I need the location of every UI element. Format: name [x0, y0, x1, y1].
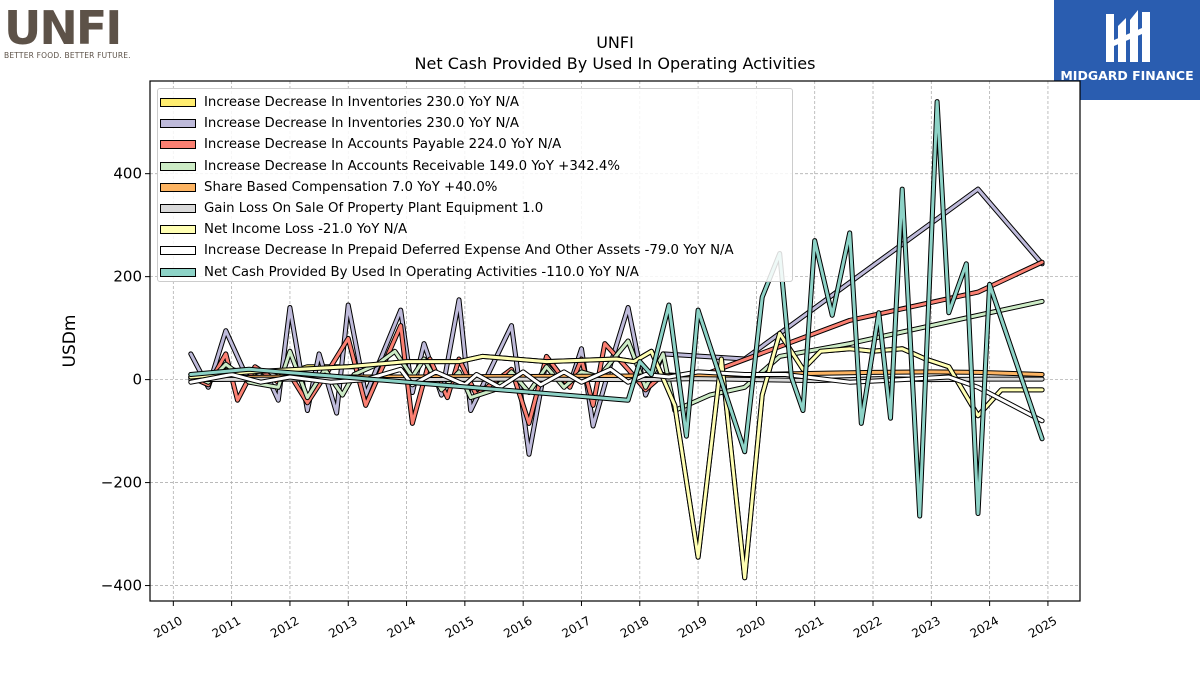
x-tick-label: 2014 — [385, 613, 418, 640]
series-line-2 — [189, 187, 1044, 456]
x-tick-label: 2012 — [268, 613, 301, 640]
legend-item: Increase Decrease In Prepaid Deferred Ex… — [158, 240, 792, 261]
x-tick-label: 2023 — [909, 613, 942, 640]
y-tick-label: 200 — [113, 268, 142, 286]
legend-label: Net Cash Provided By Used In Operating A… — [204, 264, 639, 280]
legend-swatch — [160, 246, 196, 256]
series-line-8 — [189, 367, 1044, 423]
y-tick-label: −200 — [101, 474, 142, 492]
series-line-7 — [189, 331, 1044, 580]
legend-label: Increase Decrease In Accounts Receivable… — [204, 158, 621, 174]
x-tick-label: 2019 — [676, 613, 709, 640]
legend-item: Increase Decrease In Inventories 230.0 Y… — [158, 92, 792, 113]
x-tick-label: 2015 — [443, 613, 476, 640]
plot-frame — [149, 80, 1081, 602]
chart-titles: UNFI Net Cash Provided By Used In Operat… — [0, 32, 1200, 74]
legend-label: Increase Decrease In Inventories 230.0 Y… — [204, 95, 519, 111]
legend-label: Gain Loss On Sale Of Property Plant Equi… — [204, 201, 544, 217]
legend-item: Increase Decrease In Accounts Payable 22… — [158, 134, 792, 155]
axes: 2010 2011 2012 2013 2014 2015 2016 2017 2018 2019… — [60, 80, 1081, 641]
x-tick-label: 2025 — [1026, 613, 1059, 640]
legend-item: Net Income Loss -21.0 YoY N/A — [158, 219, 792, 240]
legend-swatch — [160, 98, 196, 108]
legend-swatch — [160, 267, 196, 277]
x-tick-label: 2016 — [501, 613, 534, 640]
legend-label: Increase Decrease In Accounts Payable 22… — [204, 137, 562, 153]
midgard-emblem-icon — [1106, 10, 1150, 62]
x-tick-label: 2011 — [210, 613, 243, 640]
x-tick-label: 2024 — [968, 613, 1001, 640]
unfi-logo: UNFI BETTER FOOD. BETTER FUTURE. — [4, 1, 131, 60]
legend-item: Net Cash Provided By Used In Operating A… — [158, 262, 792, 283]
x-tick-label: 2021 — [793, 613, 826, 640]
legend-swatch — [160, 204, 196, 214]
x-tick-label: 2017 — [560, 613, 593, 640]
legend-item: Increase Decrease In Accounts Receivable… — [158, 156, 792, 177]
chart-legend: Increase Decrease In Inventories 230.0 Y… — [157, 88, 793, 282]
legend-swatch — [160, 225, 196, 235]
legend-item: Gain Loss On Sale Of Property Plant Equi… — [158, 198, 792, 219]
legend-label: Increase Decrease In Inventories 230.0 Y… — [204, 116, 519, 132]
unfi-tagline: BETTER FOOD. BETTER FUTURE. — [4, 51, 131, 60]
legend-label: Share Based Compensation 7.0 YoY +40.0% — [204, 179, 498, 195]
x-tick-label: 2022 — [851, 613, 884, 640]
series-line-9 — [189, 100, 1044, 518]
chart-subtitle: Net Cash Provided By Used In Operating A… — [414, 54, 816, 73]
unfi-wordmark: UNFI — [4, 1, 122, 55]
y-tick-label: −400 — [101, 577, 142, 595]
legend-swatch — [160, 140, 196, 150]
legend-item: Share Based Compensation 7.0 YoY +40.0% — [158, 177, 792, 198]
legend-swatch — [160, 182, 196, 192]
x-tick-label: 2020 — [734, 613, 767, 640]
y-tick-label: 400 — [113, 165, 142, 183]
x-tick-label: 2018 — [618, 613, 651, 640]
legend-label: Increase Decrease In Prepaid Deferred Ex… — [204, 243, 734, 259]
y-tick-label: 0 — [132, 371, 142, 389]
midgard-brand-text: MIDGARD FINANCE — [1060, 68, 1194, 83]
legend-item: Increase Decrease In Inventories 230.0 Y… — [158, 113, 792, 134]
y-axis-label: USDm — [60, 315, 80, 368]
legend-label: Net Income Loss -21.0 YoY N/A — [204, 222, 408, 238]
x-tick-label: 2013 — [326, 613, 359, 640]
chart-title: UNFI — [596, 33, 634, 52]
legend-swatch — [160, 119, 196, 129]
x-tick-label: 2010 — [151, 613, 184, 640]
legend-swatch — [160, 161, 196, 171]
series-lines — [188, 99, 1045, 581]
